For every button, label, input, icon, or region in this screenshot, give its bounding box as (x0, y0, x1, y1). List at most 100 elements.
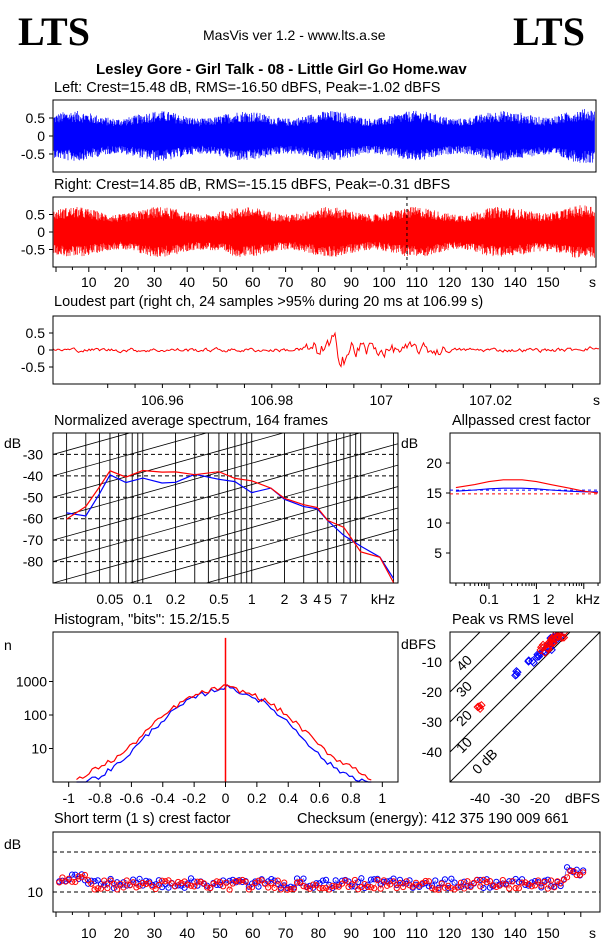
spectrum-slope (53, 486, 398, 583)
shortterm-point-left (448, 875, 455, 882)
spectrum-ytick-label: -70 (23, 532, 43, 548)
shortterm-point-right (528, 883, 535, 890)
shortterm-point-right (261, 880, 269, 887)
shortterm-point-right (75, 873, 82, 880)
peakrms-point-left (532, 652, 542, 661)
spectrum-ytick-label: -50 (23, 489, 43, 505)
spectrum-slope (53, 433, 285, 498)
shortterm-point-right (306, 885, 314, 892)
spectrum-xtick-label: 2 (281, 591, 289, 607)
shortterm-point-right (81, 871, 89, 879)
histogram-xtick-label: 0.4 (278, 790, 298, 806)
time-axis-label: 80 (311, 274, 327, 290)
peakrms-point-right (559, 633, 569, 642)
shortterm-point-right (490, 882, 497, 889)
shortterm-point-left (335, 881, 342, 888)
shortterm-point-right (464, 878, 471, 885)
allpass-ytick-label: 20 (426, 455, 442, 471)
shortterm-xtick-label: 50 (212, 925, 228, 941)
shortterm-point-right (297, 878, 304, 885)
spectrum-slope (53, 294, 398, 390)
shortterm-point-right (91, 886, 98, 893)
shortterm-point-right (380, 877, 387, 884)
spectrum-xtick-label: 0.1 (133, 591, 153, 607)
shortterm-point-right (451, 886, 458, 893)
spectrum-xtick-label: 1 (248, 591, 256, 607)
shortterm-point-left (293, 875, 301, 882)
right-caption: Right: Crest=14.85 dB, RMS=-15.15 dBFS, … (54, 177, 451, 193)
spectrum-frame (52, 432, 399, 584)
shortterm-point-left (332, 877, 339, 884)
allpass-frame (449, 432, 601, 584)
shortterm-point-left (239, 878, 246, 886)
peakrms-diag-label: 10 (453, 734, 475, 756)
peakrms-point-right (552, 632, 562, 637)
spectrum-ytick-label: -80 (23, 554, 43, 570)
shortterm-point-right (117, 880, 124, 887)
shortterm-point-right (342, 877, 349, 884)
shortterm-point-right (364, 883, 371, 891)
histogram-xtick-label: 0 (222, 790, 230, 806)
shortterm-point-left (85, 880, 92, 887)
allpass-ytick-label: 15 (426, 485, 442, 501)
shortterm-point-right (303, 884, 310, 891)
loudest-ytick-label: 0.5 (26, 325, 46, 341)
time-axis-label: 130 (471, 274, 495, 290)
shortterm-point-left (461, 878, 468, 885)
time-axis-label: 50 (212, 274, 228, 290)
shortterm-point-right (130, 879, 137, 886)
spectrum-xtick-label: 0.2 (166, 591, 186, 607)
shortterm-point-right (281, 879, 288, 886)
shortterm-point-right (557, 880, 564, 887)
peakrms-point-right (538, 640, 548, 650)
shortterm-point-right (274, 877, 281, 884)
shortterm-point-right (531, 882, 539, 889)
shortterm-point-right (142, 880, 150, 888)
spectrum-xunit: kHz (371, 591, 395, 607)
time-axis-label: 140 (504, 274, 528, 290)
peakrms-ytick-label: -20 (422, 684, 442, 700)
shortterm-xtick-label: 20 (114, 925, 130, 941)
histogram-ytick-label: 10 (31, 740, 47, 756)
spectrum-slope (53, 433, 55, 434)
peakrms-ylabel: dBFS (401, 636, 436, 652)
shortterm-point-right (406, 882, 413, 889)
peakrms-point-right (548, 638, 557, 648)
shortterm-point-right (184, 881, 191, 888)
left-waveform-ytick-label: 0.5 (26, 110, 46, 126)
shortterm-point-right (271, 884, 278, 892)
histogram-series-left (76, 683, 372, 783)
shortterm-point-right (551, 884, 558, 891)
shortterm-point-left (518, 876, 526, 883)
spectrum-slope (53, 251, 398, 347)
peakrms-point-left (524, 656, 534, 665)
shortterm-point-right (155, 881, 162, 889)
histogram-xtick-label: -1 (62, 790, 75, 806)
shortterm-point-right (544, 885, 551, 892)
time-axis-label: 60 (245, 274, 261, 290)
time-axis-label: 120 (438, 274, 462, 290)
peakrms-ytick-label: -30 (422, 714, 442, 730)
shortterm-point-right (310, 881, 317, 888)
histogram-xtick-label: 0.8 (341, 790, 361, 806)
shortterm-point-right (400, 883, 407, 891)
shortterm-point-right (483, 879, 490, 886)
peakrms-point-right (477, 701, 486, 710)
shortterm-point-right (293, 879, 301, 886)
shortterm-point-left (371, 876, 378, 883)
peakrms-xlabel: dBFS (565, 790, 600, 806)
spectrum-slope (53, 433, 362, 520)
peakrms-xtick-label: -30 (500, 790, 520, 806)
loudest-xunit: s (593, 392, 600, 408)
histogram-ytick-label: 1000 (16, 673, 47, 689)
shortterm-point-right (473, 876, 481, 884)
peakrms-diagonal (450, 632, 511, 693)
shortterm-xtick-label: 110 (406, 925, 429, 941)
time-axis-label: 90 (343, 274, 359, 290)
shortterm-ylabel: dB (4, 836, 21, 852)
left-waveform-ytick-label: 0 (37, 128, 45, 144)
shortterm-line-left (59, 866, 584, 889)
shortterm-xtick-label: 60 (245, 925, 261, 941)
allpass-series-left (455, 487, 598, 493)
shortterm-xtick-label: 140 (504, 925, 528, 941)
